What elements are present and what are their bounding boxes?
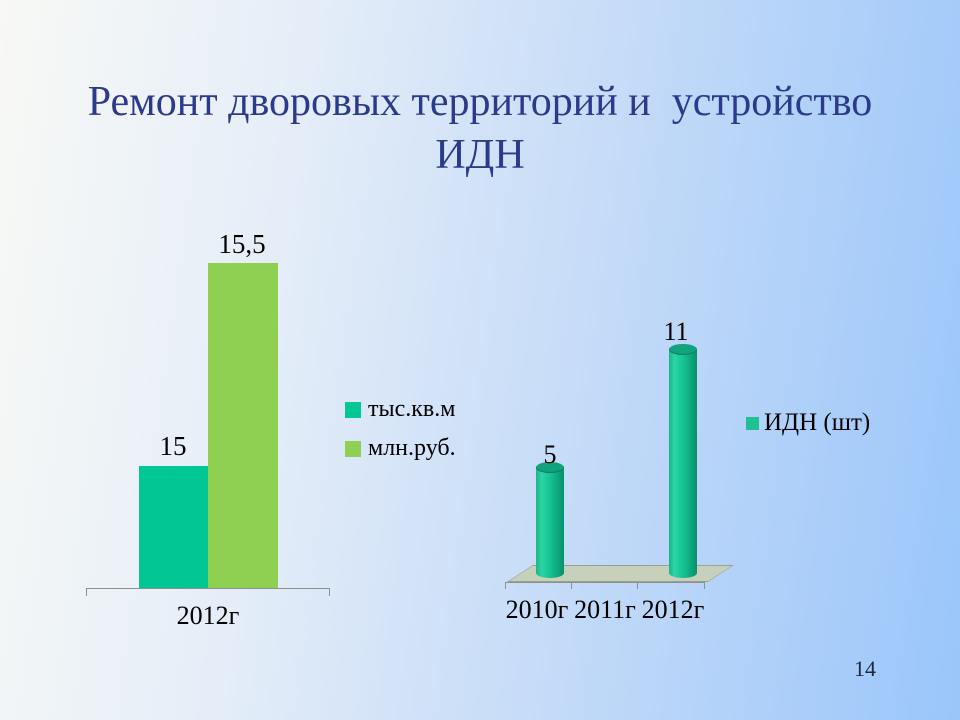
right-chart-category-axis: 2010г 2011г 2012г	[503, 595, 707, 625]
category-label-2012: 2012г	[641, 595, 705, 624]
cylinder-2010-top	[536, 462, 564, 473]
data-label-2012: 11	[663, 317, 689, 346]
left-axis-tick-start	[86, 588, 87, 596]
slide-title-line2: ИДН	[435, 132, 525, 178]
right-chart-legend: ИДН (шт)	[746, 409, 870, 449]
bar-mln-rub	[208, 263, 278, 588]
slide-title-line1: Ремонт дворовых территорий и устройство	[87, 79, 873, 125]
cylinder-2012	[669, 349, 697, 578]
left-chart-category-label: 2012г	[176, 601, 240, 630]
right-axis-tick-2	[571, 583, 572, 589]
cylinder-2010	[536, 467, 564, 578]
left-chart-x-axis	[86, 588, 330, 589]
data-label-2010: 5	[543, 440, 557, 469]
cylinder-2012-top	[669, 344, 697, 355]
legend-item-idn: ИДН (шт)	[746, 409, 870, 437]
legend-item-mln-rub: млн.руб.	[345, 435, 456, 462]
data-label-tys-kv-m: 15	[159, 431, 187, 461]
right-chart-x-axis	[505, 582, 705, 583]
legend-swatch-green-icon	[345, 440, 361, 457]
legend-item-tys-kv-m: тыс.кв.м	[345, 396, 456, 423]
data-label-mln-rub: 15,5	[218, 229, 266, 259]
right-axis-tick-1	[505, 583, 506, 589]
page-number: 14	[854, 656, 876, 681]
left-chart-legend: тыс.кв.м млн.руб.	[345, 396, 456, 474]
legend-label-tys-kv-m: тыс.кв.м	[368, 396, 456, 422]
slide-title: Ремонт дворовых территорий и устройство …	[0, 76, 960, 182]
legend-label-idn: ИДН (шт)	[764, 409, 871, 436]
legend-label-mln-rub: млн.руб.	[368, 435, 456, 461]
legend-swatch-teal-icon	[345, 401, 361, 418]
bar-tys-kv-m	[139, 466, 208, 588]
legend-swatch-cylinder-icon	[746, 416, 759, 430]
right-axis-tick-3	[637, 583, 638, 589]
category-label-2010: 2010г	[505, 595, 569, 624]
right-axis-tick-4	[704, 583, 705, 589]
category-label-2011: 2011г	[574, 595, 636, 624]
left-axis-tick-end	[329, 588, 330, 596]
